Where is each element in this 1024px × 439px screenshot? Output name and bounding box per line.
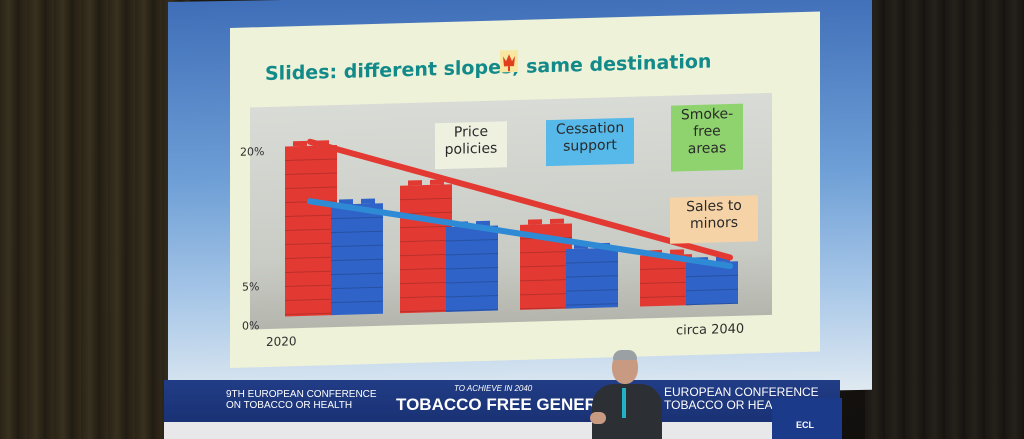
brick-seam [686, 288, 738, 292]
brick-seam [686, 274, 738, 278]
brick-seam [285, 242, 337, 245]
brick-seam [285, 158, 337, 161]
brick-seam [285, 312, 337, 315]
bar-series-0-3 [640, 254, 692, 307]
brick-seam [400, 267, 452, 271]
brick-seam [400, 239, 452, 243]
note-sales-to-minors: Sales to minors [670, 195, 758, 244]
brick-seam [520, 264, 572, 268]
lego-bar-chart [285, 138, 738, 317]
brick-seam [520, 306, 572, 310]
slide-title: Slides: different slopes, same destinati… [265, 50, 712, 86]
brick-seam [331, 272, 383, 276]
y-tick-label: 5% [242, 280, 260, 294]
brick-seam [446, 267, 498, 270]
speaker-lanyard [622, 388, 626, 418]
bar-stud [361, 198, 375, 204]
bar-series-0-0 [285, 145, 337, 317]
banner-conference-left: 9TH EUROPEAN CONFERENCE ON TOBACCO OR HE… [226, 389, 377, 411]
brick-seam [640, 295, 692, 299]
brick-seam [285, 214, 337, 217]
speaker-hand [590, 412, 606, 424]
brick-seam [285, 298, 337, 301]
bar-series-0-1 [400, 184, 452, 314]
conference-banner: 9TH EUROPEAN CONFERENCE ON TOBACCO OR HE… [164, 380, 840, 422]
brick-seam [446, 309, 498, 312]
bar-stud [339, 199, 353, 205]
brick-seam [446, 239, 498, 242]
brick-seam [446, 253, 498, 256]
brick-seam [285, 172, 337, 175]
note-smoke-free-text: Smoke- free areas [680, 105, 734, 158]
x-start-label: 2020 [266, 334, 297, 349]
note-smoke-free-areas: Smoke- free areas [671, 103, 743, 172]
brick-seam [446, 281, 498, 284]
curtain-right [865, 0, 1024, 439]
speaker [592, 384, 662, 439]
x-end-label: circa 2040 [676, 321, 745, 339]
podium: ECL [772, 398, 842, 439]
bar-series-1-3 [686, 261, 738, 306]
note-cessation-text: Cessation support [555, 119, 625, 155]
brick-seam [566, 303, 618, 306]
brick-seam [331, 258, 383, 262]
brick-seam [285, 228, 337, 231]
brick-seam [446, 295, 498, 298]
y-tick-label: 20% [240, 145, 265, 159]
chart-area: 20% 5% 0% Price policies Cessation suppo… [240, 92, 772, 333]
trend-line-0 [307, 138, 733, 261]
brick-seam [331, 244, 383, 248]
presentation-slide: Slides: different slopes, same destinati… [230, 11, 820, 369]
brick-seam [566, 275, 618, 278]
note-cessation-support: Cessation support [546, 117, 634, 167]
banner-main-slogan: TOBACCO FREE GENERATION [396, 395, 649, 414]
brick-seam [285, 256, 337, 259]
podium-sponsor-label: ECL [796, 420, 814, 430]
brick-seam [285, 270, 337, 273]
brick-seam [566, 289, 618, 292]
bar-series-0-2 [520, 223, 572, 310]
brick-seam [331, 216, 383, 220]
bar-series-1-2 [566, 247, 618, 309]
bar-stud [528, 219, 542, 225]
brick-seam [400, 281, 452, 285]
brick-seam [400, 309, 452, 313]
brick-seam [285, 186, 337, 189]
bar-stud [408, 180, 422, 186]
bar-series-1-1 [446, 225, 498, 312]
speaker-hair [613, 350, 637, 360]
brick-seam [640, 281, 692, 285]
note-price-text: Price policies [444, 123, 498, 159]
brick-seam [285, 284, 337, 287]
brick-seam [331, 286, 383, 290]
brick-seam [400, 253, 452, 257]
banner-conference-right: EUROPEAN CONFERENCE TOBACCO OR HEALTH [664, 385, 819, 412]
brick-seam [686, 302, 738, 306]
bar-stud [670, 249, 684, 255]
curtain-left [0, 0, 190, 439]
bar-stud [550, 218, 564, 225]
brick-seam [400, 197, 452, 201]
brick-seam [520, 278, 572, 282]
note-price-policies: Price policies [435, 121, 507, 170]
banner-tagline: TO ACHIEVE IN 2040 [454, 384, 533, 393]
brick-seam [566, 261, 618, 264]
brick-seam [520, 250, 572, 254]
trend-line-1 [307, 198, 733, 270]
brick-seam [400, 295, 452, 299]
tulip-logo-icon [500, 49, 518, 73]
brick-seam [400, 225, 452, 229]
y-tick-label: 0% [242, 319, 260, 333]
brick-seam [331, 300, 383, 304]
brick-seam [520, 292, 572, 296]
bar-series-1-0 [331, 203, 383, 316]
note-sales-text: Sales to minors [686, 197, 742, 233]
bar-stud [293, 140, 307, 147]
brick-seam [640, 267, 692, 271]
brick-seam [331, 230, 383, 234]
sponsor-strip [164, 422, 840, 439]
